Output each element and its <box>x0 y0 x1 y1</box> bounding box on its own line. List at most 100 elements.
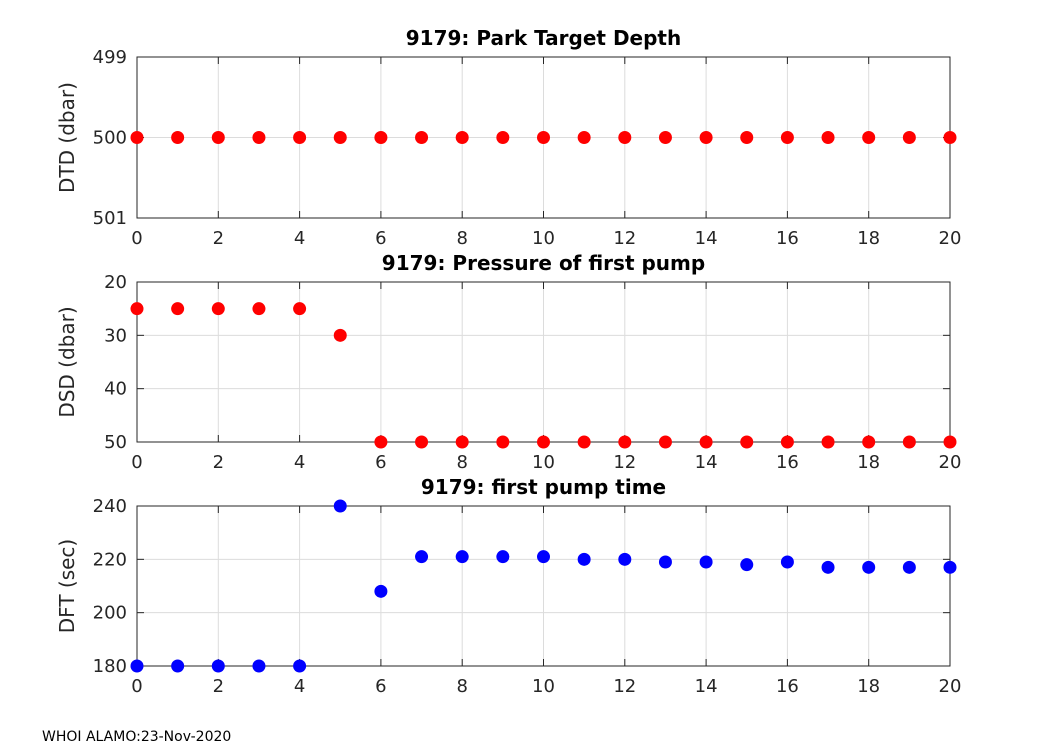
data-point <box>374 584 388 598</box>
x-tick-label: 8 <box>456 228 467 249</box>
data-point <box>333 499 347 513</box>
data-point <box>293 659 307 673</box>
data-point <box>333 328 347 342</box>
data-point <box>740 435 754 449</box>
data-point <box>455 131 469 144</box>
y-tick-label: 240 <box>93 496 127 517</box>
data-point <box>415 435 429 449</box>
data-point <box>862 131 876 144</box>
data-point <box>821 131 835 144</box>
data-point <box>577 131 591 144</box>
data-point <box>862 435 876 449</box>
x-tick-label: 2 <box>213 676 224 697</box>
data-point <box>130 131 144 144</box>
chart-title: 9179: Park Target Depth <box>406 26 681 50</box>
x-tick-label: 4 <box>294 228 305 249</box>
data-point <box>699 435 713 449</box>
data-point <box>537 550 550 564</box>
x-tick-label: 12 <box>613 228 636 249</box>
data-point <box>577 435 591 449</box>
x-tick-label: 0 <box>131 228 142 249</box>
data-point <box>821 435 835 449</box>
y-tick-label: 40 <box>104 379 127 400</box>
x-tick-label: 2 <box>213 228 224 249</box>
x-tick-label: 14 <box>695 452 718 473</box>
x-tick-label: 16 <box>776 228 799 249</box>
x-tick-label: 20 <box>939 228 962 249</box>
data-point <box>455 435 469 449</box>
y-axis-label: DTD (dbar) <box>55 82 79 193</box>
x-tick-label: 0 <box>131 676 142 697</box>
data-point <box>293 302 307 316</box>
y-tick-label: 200 <box>93 603 127 624</box>
chart-panel-2: 0 2 4 6 8 10 12 14 16 18 20 20 30 40 50 9179: Pressure … <box>55 251 961 473</box>
y-tick-label: 500 <box>93 128 127 149</box>
x-tick-label: 18 <box>857 452 880 473</box>
data-point <box>658 555 672 569</box>
x-tick-label: 20 <box>939 676 962 697</box>
data-point <box>943 435 957 449</box>
chart-title: 9179: Pressure of first pump <box>382 251 705 275</box>
data-point <box>171 131 185 144</box>
x-tick-label: 16 <box>776 452 799 473</box>
data-point <box>658 131 672 144</box>
x-tick-label: 16 <box>776 676 799 697</box>
data-point <box>902 435 916 449</box>
data-point <box>821 560 835 574</box>
y-tick-label: 20 <box>104 272 127 293</box>
chart-panel-1: 0 2 4 6 8 10 12 14 16 18 20 499 500 501 9179: Park Tar… <box>55 26 961 249</box>
data-point <box>333 131 347 144</box>
data-point <box>740 131 754 144</box>
x-tick-label: 10 <box>532 452 555 473</box>
data-point <box>780 435 794 449</box>
y-tick-label: 499 <box>93 47 127 68</box>
data-point <box>415 550 429 564</box>
data-point <box>455 550 469 564</box>
data-point <box>252 131 266 144</box>
x-tick-label: 4 <box>294 676 305 697</box>
data-point <box>577 552 591 566</box>
x-tick-label: 10 <box>532 676 555 697</box>
data-point <box>171 659 185 673</box>
chart-title: 9179: first pump time <box>421 475 666 499</box>
data-point <box>902 560 916 574</box>
y-tick-label: 30 <box>104 325 127 346</box>
x-tick-label: 8 <box>456 452 467 473</box>
x-tick-label: 0 <box>131 452 142 473</box>
data-point <box>943 131 957 144</box>
data-point <box>780 131 794 144</box>
data-point <box>211 302 225 316</box>
x-tick-label: 6 <box>375 452 386 473</box>
data-point <box>496 131 510 144</box>
data-point <box>415 131 429 144</box>
data-point <box>374 435 388 449</box>
data-point <box>130 302 144 316</box>
chart-panel-3: 0 2 4 6 8 10 12 14 16 18 20 180 200 220 240 9179: first… <box>55 475 961 697</box>
data-point <box>496 435 510 449</box>
data-point <box>658 435 672 449</box>
x-tick-label: 10 <box>532 228 555 249</box>
y-axis-label: DFT (sec) <box>55 539 79 633</box>
data-point <box>699 555 713 569</box>
data-point <box>618 552 632 566</box>
data-point <box>374 131 388 144</box>
x-tick-label: 14 <box>695 676 718 697</box>
data-point <box>862 560 876 574</box>
axes-frame <box>136 505 951 667</box>
x-tick-label: 12 <box>613 452 636 473</box>
data-point <box>293 131 307 144</box>
footer-credit: WHOI ALAMO:23-Nov-2020 <box>42 729 231 745</box>
y-tick-label: 180 <box>93 656 127 677</box>
x-tick-label: 18 <box>857 228 880 249</box>
data-point <box>902 131 916 144</box>
data-point <box>943 560 957 574</box>
data-point <box>252 302 266 316</box>
data-point <box>618 435 632 449</box>
data-point <box>130 659 144 673</box>
y-tick-label: 220 <box>93 549 127 570</box>
x-tick-label: 6 <box>375 228 386 249</box>
x-tick-label: 20 <box>939 452 962 473</box>
data-point <box>618 131 632 144</box>
y-axis-label: DSD (dbar) <box>55 306 79 417</box>
